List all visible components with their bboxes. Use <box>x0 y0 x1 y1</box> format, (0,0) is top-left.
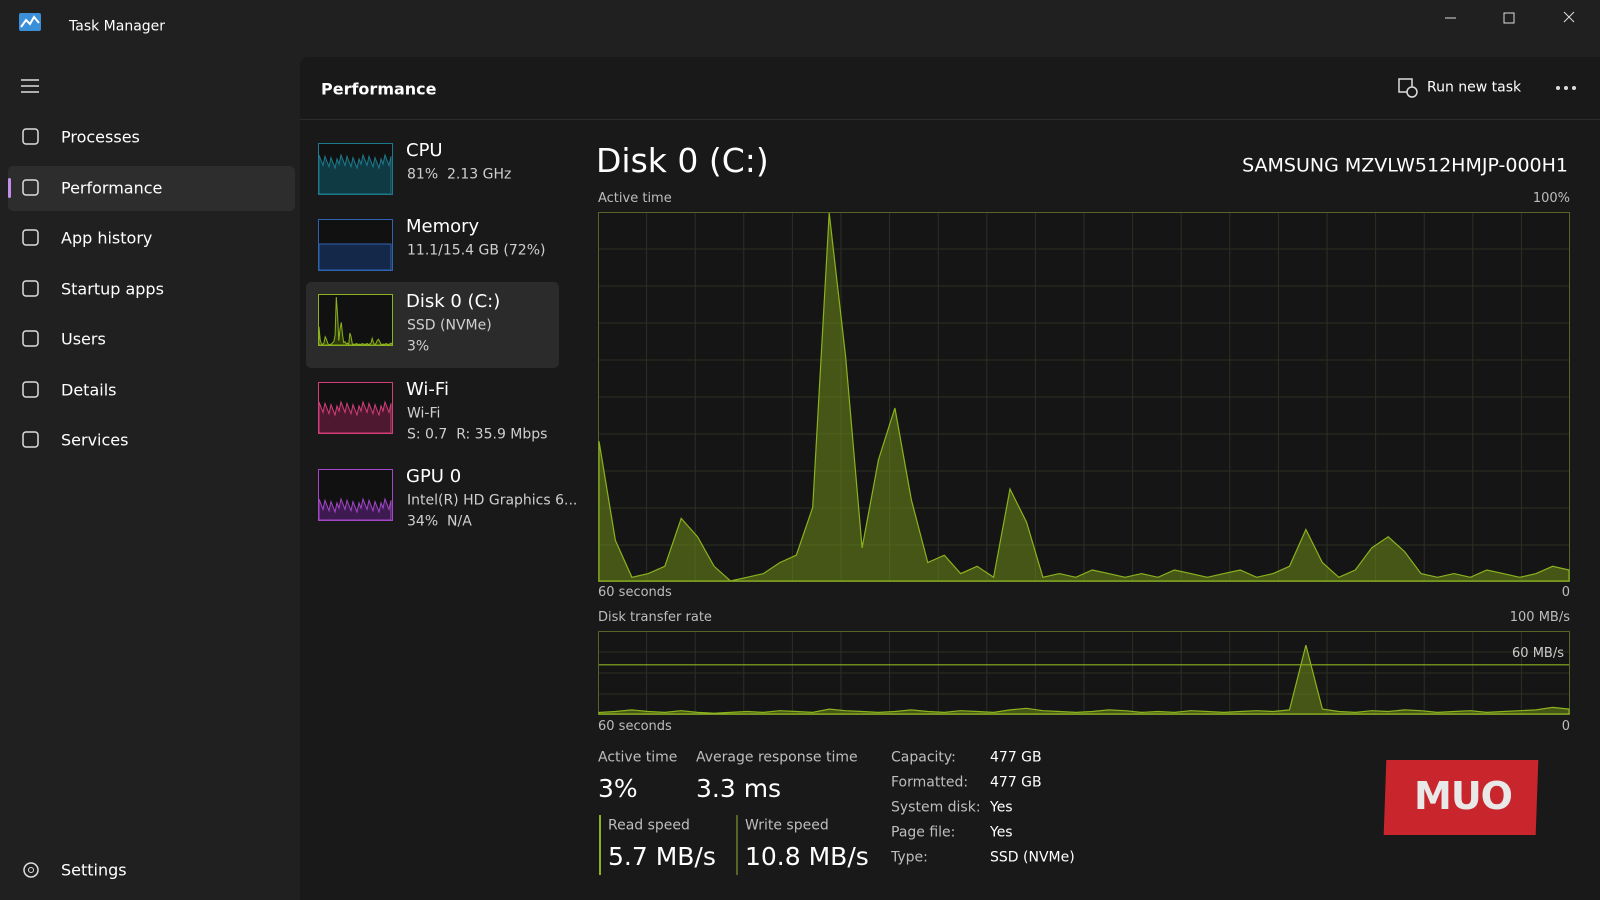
run-task-icon <box>1398 78 1418 98</box>
detail-title: Disk 0 (C:) <box>596 141 769 181</box>
property-label: Type: <box>891 849 928 866</box>
stat-label: Active time <box>598 749 678 766</box>
chart-max: 100 MB/s <box>1509 610 1570 626</box>
disk-model: SAMSUNG MZVLW512HMJP-000H1 <box>1242 154 1568 177</box>
device-thumbnail <box>318 219 393 271</box>
property-value: 477 GB <box>990 774 1042 791</box>
nav-item[interactable]: Performance <box>61 177 163 197</box>
stat-value: 3% <box>598 774 638 803</box>
property-label: System disk: <box>891 799 981 816</box>
nav-item[interactable]: Startup apps <box>61 278 164 298</box>
window-title: Task Manager <box>69 18 166 35</box>
device-info: S: 0.7 R: 35.9 Mbps <box>407 426 548 443</box>
reference-label: 60 MB/s <box>1512 646 1564 661</box>
page-title: Performance <box>321 79 437 99</box>
stat-label: Average response time <box>696 749 858 766</box>
property-label: Page file: <box>891 824 956 841</box>
chart-time: 60 seconds <box>598 719 672 735</box>
device-info: 34% N/A <box>407 513 472 530</box>
chart-min: 0 <box>1561 585 1570 601</box>
window-controls[interactable] <box>1440 8 1600 38</box>
nav-item[interactable]: Services <box>61 430 129 450</box>
speed-label: Read speed <box>608 817 690 834</box>
app-icon <box>19 13 41 31</box>
device-name[interactable]: Wi-Fi <box>406 379 449 401</box>
thumb-area <box>318 400 392 434</box>
chart-time: 60 seconds <box>598 585 672 601</box>
speed-value: 10.8 MB/s <box>745 842 869 871</box>
nav-icon <box>22 229 39 246</box>
thumb-area <box>318 243 392 271</box>
nav-settings[interactable]: Settings <box>61 860 127 880</box>
property-value: SSD (NVMe) <box>990 849 1075 866</box>
thumb-area <box>318 296 393 346</box>
device-name[interactable]: GPU 0 <box>406 466 462 488</box>
icon-shape <box>22 178 39 196</box>
nav-item[interactable]: Processes <box>61 127 140 147</box>
chart-min: 0 <box>1561 719 1570 735</box>
chart-max: 100% <box>1532 191 1570 207</box>
device-info: SSD (NVMe) <box>407 317 492 334</box>
device-name[interactable]: Memory <box>406 216 480 238</box>
device-name[interactable]: Disk 0 (C:) <box>406 291 501 313</box>
property-value: 477 GB <box>990 749 1042 766</box>
device-thumbnail <box>318 294 393 346</box>
icon-shape <box>22 330 39 347</box>
nav-icon <box>22 279 39 297</box>
chart-label: Active time <box>598 191 672 207</box>
property-value: Yes <box>990 824 1013 841</box>
device-info: 11.1/15.4 GB (72%) <box>407 242 546 259</box>
device-thumbnail <box>318 382 393 434</box>
device-info: Wi-Fi <box>407 405 441 422</box>
nav-icon <box>22 128 39 145</box>
device-name[interactable]: CPU <box>406 140 443 162</box>
watermark: MUO <box>1414 774 1513 819</box>
device-info: 81% 2.13 GHz <box>407 166 512 183</box>
run-new-task[interactable]: Run new task <box>1427 79 1522 96</box>
thumb-area <box>318 153 392 195</box>
speed-value: 5.7 MB/s <box>608 842 716 871</box>
device-info: 3% <box>407 338 430 355</box>
thumb-area <box>318 497 392 521</box>
settings-icon <box>23 862 39 878</box>
property-label: Formatted: <box>891 774 969 791</box>
device-thumbnail <box>318 143 393 195</box>
icon-shape <box>22 431 39 448</box>
stat-value: 3.3 ms <box>696 774 782 803</box>
area <box>598 644 1570 715</box>
nav-icon <box>22 178 39 196</box>
icon-shape <box>22 128 39 145</box>
nav-item[interactable]: Users <box>61 329 106 349</box>
speed-divider <box>736 815 738 875</box>
speed-divider <box>599 815 601 875</box>
device-info: Intel(R) HD Graphics 6... <box>407 492 578 509</box>
thumb-bg <box>318 294 393 346</box>
transfer-chart <box>598 631 1570 715</box>
chart-label: Disk transfer rate <box>598 610 712 626</box>
property-value: Yes <box>990 799 1013 816</box>
device-thumbnail <box>318 469 393 521</box>
active-time-chart <box>598 212 1570 582</box>
nav-accent <box>8 177 11 198</box>
icon-shape <box>22 380 39 398</box>
nav-selected <box>8 165 295 211</box>
menu-button[interactable] <box>21 78 41 94</box>
more-button[interactable] <box>1555 84 1579 92</box>
nav-icon <box>22 380 39 398</box>
nav-icon <box>22 330 39 347</box>
icon-shape <box>22 279 39 297</box>
nav-item[interactable]: App history <box>61 228 153 248</box>
nav-icon <box>22 431 39 448</box>
header-divider <box>300 119 1600 120</box>
nav-item[interactable]: Details <box>61 379 117 399</box>
property-label: Capacity: <box>891 749 956 766</box>
area <box>598 212 1570 582</box>
icon-shape <box>22 229 39 246</box>
speed-label: Write speed <box>745 817 829 834</box>
